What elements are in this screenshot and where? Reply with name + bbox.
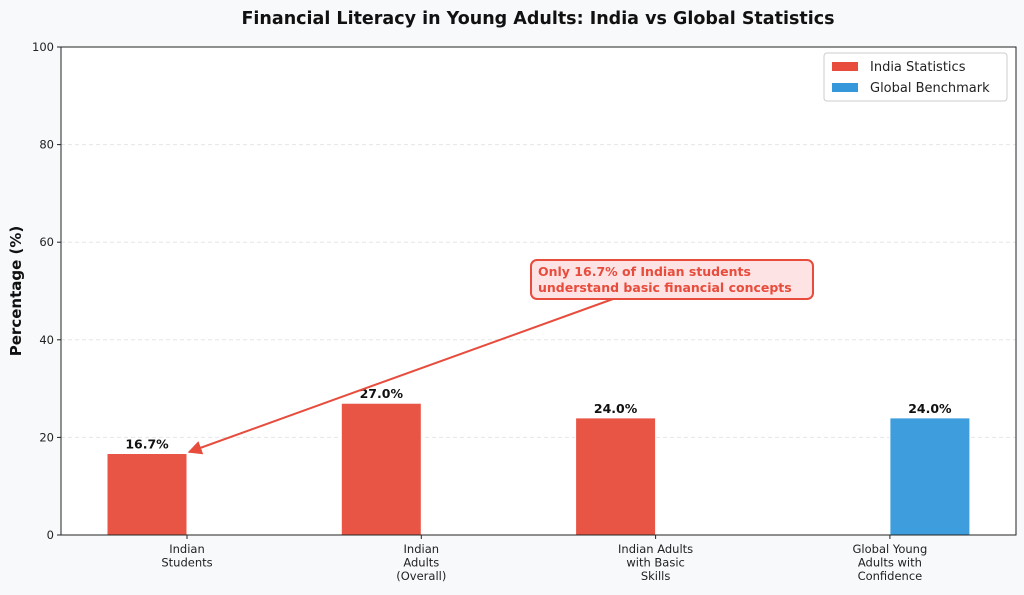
- y-tick-label: 20: [39, 430, 54, 444]
- data-label: 16.7%: [125, 437, 169, 452]
- plot-frame: [60, 46, 1017, 536]
- legend-label-india: India Statistics: [870, 60, 966, 75]
- grid-lines: [61, 144, 1016, 438]
- y-tick-label: 80: [39, 138, 54, 152]
- legend-frame: [823, 52, 1008, 102]
- annotation-box: [530, 259, 814, 300]
- x-tick-label: (Overall): [396, 569, 446, 583]
- data-labels: 16.7% 27.0% 24.0% 24.0%: [125, 386, 952, 451]
- legend: India Statistics Global Benchmark: [823, 52, 1008, 102]
- bar-india: [106, 453, 188, 536]
- x-tick-label: Confidence: [858, 569, 923, 583]
- data-label: 24.0%: [908, 401, 952, 416]
- x-axis: IndianStudentsIndianAdults(Overall)India…: [161, 535, 927, 583]
- legend-label-global: Global Benchmark: [870, 81, 990, 96]
- annotation: Only 16.7% of Indian students understand…: [187, 259, 814, 455]
- data-label: 27.0%: [360, 386, 404, 401]
- legend-swatch-global: [832, 83, 858, 92]
- bar-global: [889, 417, 971, 536]
- annotation-arrow: [187, 298, 614, 455]
- y-tick-label: 40: [39, 333, 54, 347]
- y-tick-label: 60: [39, 235, 54, 249]
- annotation-line-2: understand basic financial concepts: [538, 280, 792, 295]
- legend-swatch-india: [832, 62, 858, 71]
- x-tick-label: with Basic: [626, 556, 685, 570]
- bar-india: [575, 417, 657, 536]
- y-tick-label: 0: [47, 528, 54, 542]
- x-tick-label: Skills: [641, 569, 671, 583]
- bar-india: [340, 402, 422, 536]
- y-tick-label: 100: [32, 40, 54, 54]
- x-tick-label: Students: [161, 556, 212, 570]
- x-tick-label: Global Young: [853, 542, 928, 556]
- x-tick-label: Indian Adults: [618, 542, 693, 556]
- y-axis: 0 20 40 60 80 100: [32, 40, 61, 542]
- annotation-line-1: Only 16.7% of Indian students: [538, 264, 751, 279]
- x-tick-label: Adults with: [858, 556, 922, 570]
- x-tick-label: Adults: [403, 556, 439, 570]
- data-label: 24.0%: [594, 401, 638, 416]
- bars: [106, 402, 971, 536]
- y-axis-label: Percentage (%): [7, 226, 25, 356]
- x-tick-label: Indian: [404, 542, 440, 556]
- chart-title: Financial Literacy in Young Adults: Indi…: [241, 9, 834, 29]
- x-tick-label: Indian: [169, 542, 205, 556]
